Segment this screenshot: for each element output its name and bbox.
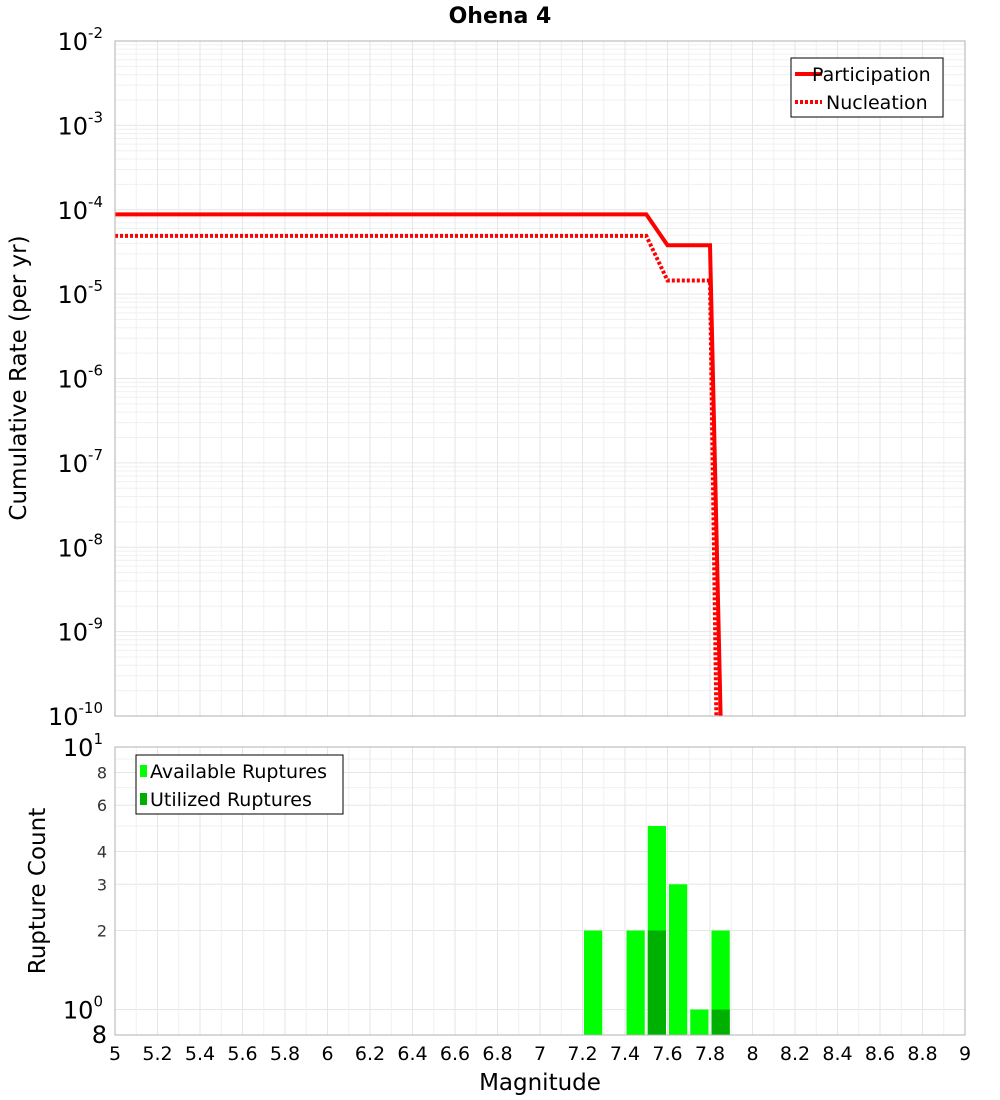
- x-tick-label: 6.8: [482, 1043, 512, 1065]
- x-tick-label: 6.4: [397, 1043, 427, 1065]
- y-tick-label: 10-9: [57, 615, 103, 647]
- bottom-plot-frame: [114, 746, 966, 1036]
- x-tick-label: 7: [534, 1043, 546, 1065]
- bar-utilized-ruptures: [711, 1009, 730, 1035]
- legend-label-nucleation: Nucleation: [826, 92, 928, 114]
- y-tick-label: 101: [63, 730, 103, 762]
- x-tick-label: 7.2: [567, 1043, 597, 1065]
- y-tick-label: 10-2: [57, 24, 103, 56]
- x-tick-label: 5.4: [185, 1043, 215, 1065]
- series-line-nucleation: [115, 233, 719, 717]
- y-tick-label: 10-6: [57, 362, 103, 394]
- x-tick-label: 8.2: [780, 1043, 810, 1065]
- bottom-y-axis-label: Rupture Count: [25, 808, 51, 974]
- y-tick-label: 100: [63, 993, 103, 1025]
- x-tick-label: 5.8: [270, 1043, 300, 1065]
- y-tick-label: 8: [97, 763, 107, 782]
- y-tick-label: 4: [97, 842, 107, 861]
- bottom-plot-bars: [584, 826, 730, 1035]
- x-tick-label: 7.6: [652, 1043, 682, 1065]
- bar-utilized-ruptures: [647, 930, 666, 1035]
- x-tick-label: 5: [109, 1043, 121, 1065]
- legend-box: [135, 754, 344, 815]
- legend-label-participation: Participation: [812, 64, 931, 86]
- top-plot-grid: [114, 41, 966, 717]
- y-tick-label: 2: [97, 922, 107, 941]
- x-tick-label: 5.2: [142, 1043, 172, 1065]
- x-axis-label: Magnitude: [479, 1070, 601, 1096]
- x-tick-label: 8.4: [822, 1043, 852, 1065]
- y-tick-label: 10-5: [57, 277, 103, 309]
- bar-available-ruptures: [711, 930, 730, 1035]
- bar-available-ruptures: [669, 884, 688, 1035]
- top-y-axis-label: Cumulative Rate (per yr): [6, 235, 32, 520]
- top-y-tick-labels: 10-2 10-3 10-4 10-5 10-6 10-7 10-8 10-9 10-10: [48, 24, 103, 731]
- legend-box: [790, 57, 944, 118]
- x-tick-label: 8.6: [865, 1043, 895, 1065]
- series-line-participation: [115, 212, 723, 717]
- bar-available-ruptures: [584, 930, 603, 1035]
- y-tick-label: 3: [97, 875, 107, 894]
- bottom-legend: Available Ruptures Utilized Ruptures: [135, 754, 344, 815]
- y-tick-label: 10-8: [57, 530, 103, 562]
- chart-title: Ohena 4: [449, 4, 552, 29]
- y-tick-label: 10-4: [57, 193, 103, 225]
- x-tick-label: 8.8: [907, 1043, 937, 1065]
- top-plot-series: [115, 212, 723, 717]
- x-tick-label: 7.4: [610, 1043, 640, 1065]
- bar-available-ruptures: [690, 1009, 709, 1035]
- legend-label: Utilized Ruptures: [150, 789, 312, 811]
- y-tick-label: 10-7: [57, 446, 103, 478]
- top-legend: Participation Nucleation: [790, 57, 944, 118]
- legend-swatch: [140, 793, 147, 805]
- x-tick-label: 6: [321, 1043, 333, 1065]
- y-tick-label: 10-3: [57, 108, 103, 140]
- x-tick-labels: 5 5.2 5.4 5.6 5.8 6 6.2 6.4 6.6 6.8 7 7.2 7.4 7.6 7.8 8…: [109, 1043, 971, 1065]
- y-tick-label: 10-10: [48, 699, 103, 731]
- x-tick-label: 6.2: [355, 1043, 385, 1065]
- x-tick-label: 8: [746, 1043, 758, 1065]
- y-tick-label: 6: [97, 796, 107, 815]
- x-tick-label: 7.8: [695, 1043, 725, 1065]
- x-tick-label: 9: [959, 1043, 971, 1065]
- y-tick-label: 8: [92, 1021, 107, 1049]
- legend-label: Available Ruptures: [150, 761, 327, 783]
- x-tick-label: 5.6: [227, 1043, 257, 1065]
- x-tick-label: 6.6: [440, 1043, 470, 1065]
- top-plot-frame: [114, 40, 966, 717]
- legend-swatch: [140, 765, 147, 777]
- bar-available-ruptures: [626, 930, 645, 1035]
